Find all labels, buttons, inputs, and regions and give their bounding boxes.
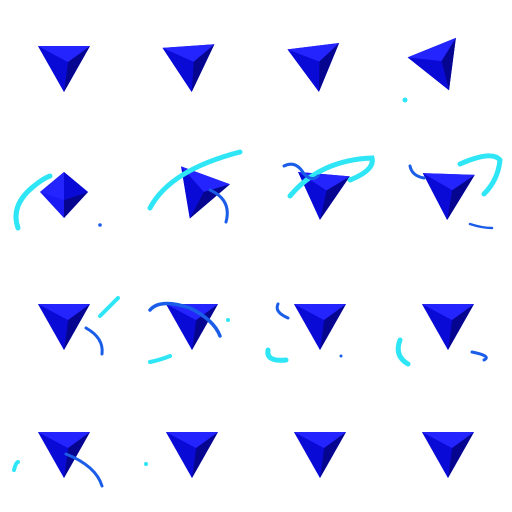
tetrahedron-icon	[407, 37, 474, 100]
tetrahedron-icon	[162, 44, 218, 94]
frame-14	[144, 432, 218, 478]
frame-2	[162, 44, 218, 94]
trail-arc	[287, 155, 375, 199]
trail-swirl	[148, 301, 222, 338]
tetrahedron-icon	[421, 173, 475, 221]
trail-hook	[275, 302, 290, 320]
trail-arc	[457, 153, 503, 197]
frame-11	[265, 302, 346, 363]
frame-12	[395, 304, 488, 367]
tetrahedron-icon	[38, 304, 90, 350]
frame-16	[422, 432, 474, 478]
tetrahedron-icon	[38, 432, 90, 478]
trail-hook	[395, 337, 411, 367]
tetrahedron-icon	[294, 304, 346, 350]
frame-8	[408, 153, 503, 230]
frame-9	[38, 296, 120, 356]
tetrahedron-icon	[38, 46, 90, 92]
trail-arc	[13, 173, 53, 231]
frame-5	[13, 172, 102, 231]
frame-7	[282, 155, 375, 223]
tetrahedron-icon	[422, 432, 474, 478]
tetrahedron-icon	[294, 432, 346, 478]
frame-10	[148, 301, 230, 364]
frame-13	[12, 432, 104, 488]
trail-arc	[147, 149, 243, 211]
tetrahedron-icon	[422, 304, 474, 350]
frame-15	[294, 432, 346, 478]
frame-6	[147, 149, 243, 228]
frame-1	[38, 46, 90, 92]
trail-streak	[98, 296, 120, 318]
spark-dot	[402, 97, 408, 103]
tetrahedron-icon	[294, 171, 350, 223]
frame-3	[287, 42, 345, 95]
spark-dot	[144, 462, 148, 466]
trail-tail	[64, 452, 104, 488]
tetrahedron-icon	[166, 432, 218, 478]
frame-4	[402, 37, 474, 103]
tetrahedron-icon	[287, 42, 345, 95]
